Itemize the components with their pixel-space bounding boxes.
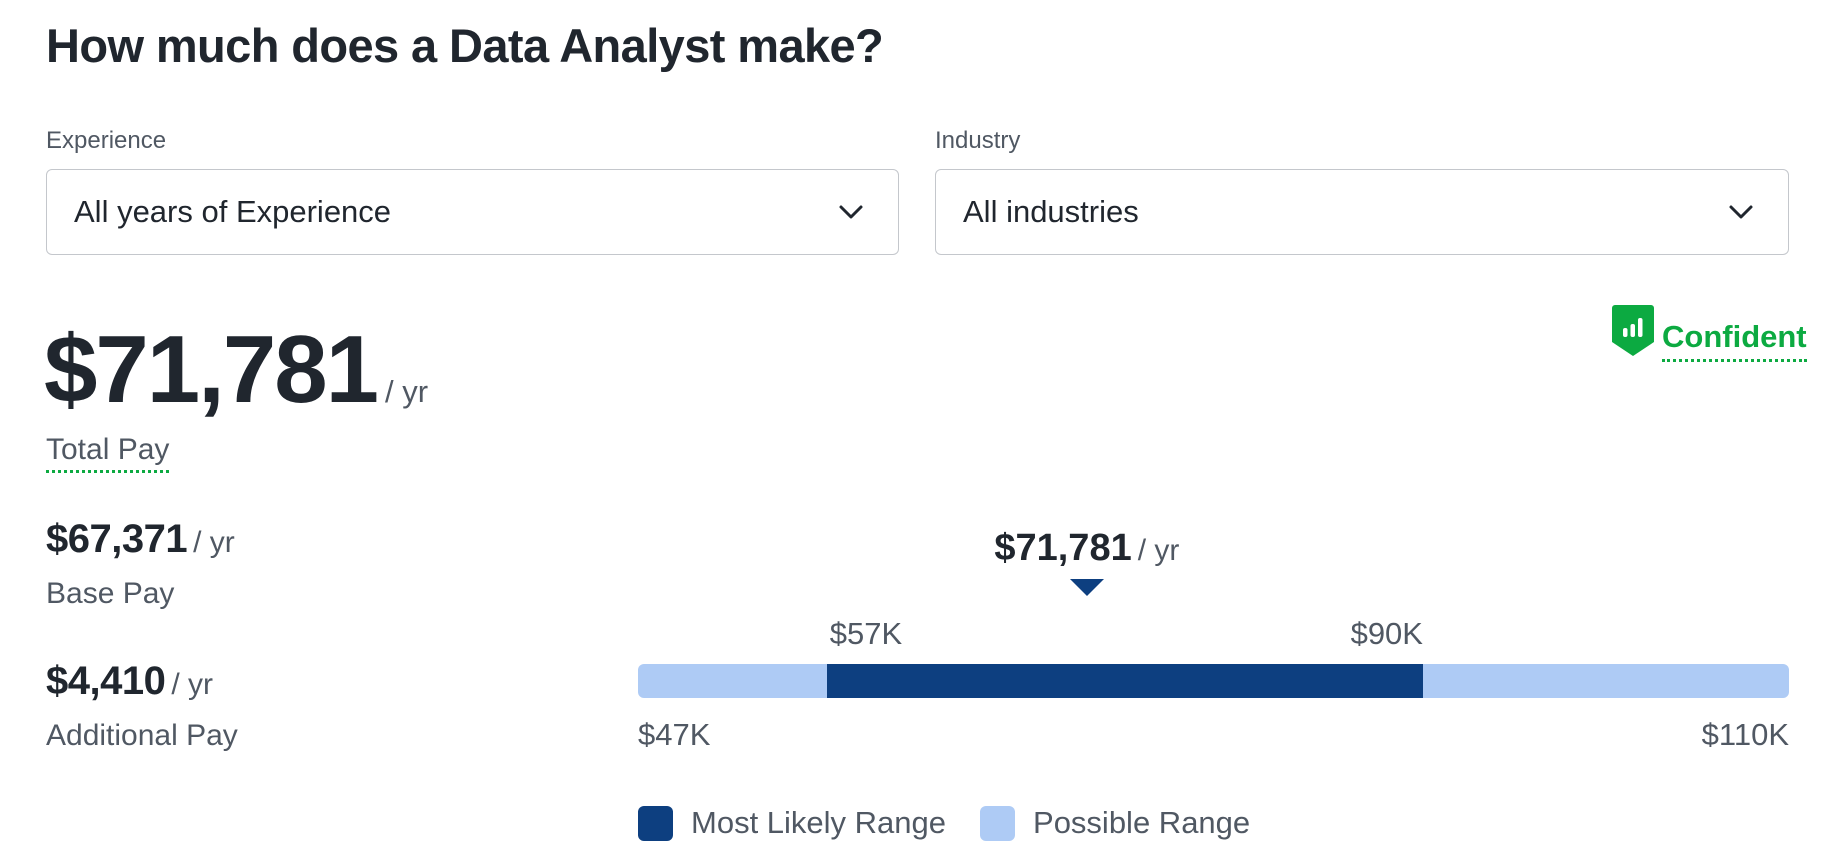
confidence-badge[interactable]: Confident bbox=[1612, 305, 1807, 362]
page-title: How much does a Data Analyst make? bbox=[46, 19, 884, 72]
confidence-label: Confident bbox=[1662, 319, 1807, 362]
legend-item-possible: Possible Range bbox=[980, 805, 1250, 841]
median-marker-value: $71,781 bbox=[994, 527, 1132, 569]
base-pay-value: $67,371 bbox=[46, 517, 188, 561]
total-pay-amount: $71,781/ yr bbox=[44, 320, 428, 442]
median-marker-label: $71,781/ yr bbox=[994, 526, 1179, 573]
chevron-down-icon bbox=[839, 205, 863, 219]
legend-label: Possible Range bbox=[1033, 805, 1251, 840]
most-likely-range-bar bbox=[826, 664, 1423, 698]
total-pay-value: $71,781 bbox=[44, 316, 379, 423]
chevron-down-icon bbox=[1729, 205, 1753, 219]
total-pay-unit: / yr bbox=[385, 374, 429, 409]
most-likely-swatch bbox=[638, 805, 673, 841]
median-marker-triangle-icon bbox=[1069, 579, 1104, 596]
experience-select-value: All years of Experience bbox=[74, 194, 392, 229]
most-likely-low-label: $57K bbox=[829, 616, 903, 651]
range-max-label: $110K bbox=[1701, 717, 1789, 752]
additional-pay-label: Additional Pay bbox=[46, 719, 238, 752]
base-pay-amount: $67,371/ yr bbox=[46, 516, 235, 566]
additional-pay-value: $4,410 bbox=[46, 659, 166, 703]
total-pay-label[interactable]: Total Pay bbox=[46, 432, 170, 473]
experience-label: Experience bbox=[46, 127, 167, 154]
additional-pay-amount: $4,410/ yr bbox=[46, 658, 213, 708]
range-min-label: $47K bbox=[638, 717, 711, 752]
industry-select-value: All industries bbox=[963, 194, 1139, 229]
salary-range-chart: $71,781/ yr $57K $90K $47K $110K Most Li… bbox=[638, 520, 1789, 860]
median-marker-unit: / yr bbox=[1137, 534, 1180, 567]
industry-label: Industry bbox=[935, 127, 1021, 154]
experience-select[interactable]: All years of Experience bbox=[46, 169, 899, 255]
possible-swatch bbox=[980, 805, 1016, 841]
industry-select[interactable]: All industries bbox=[935, 169, 1789, 255]
shield-bar-chart-icon bbox=[1612, 305, 1654, 356]
base-pay-unit: / yr bbox=[193, 526, 235, 559]
legend-item-most-likely: Most Likely Range bbox=[638, 805, 946, 841]
chart-legend: Most Likely Range Possible Range bbox=[638, 805, 1284, 841]
most-likely-high-label: $90K bbox=[1350, 616, 1423, 651]
base-pay-label: Base Pay bbox=[46, 577, 175, 610]
additional-pay-unit: / yr bbox=[171, 668, 214, 701]
possible-range-bar bbox=[638, 664, 1789, 698]
legend-label: Most Likely Range bbox=[691, 805, 947, 840]
